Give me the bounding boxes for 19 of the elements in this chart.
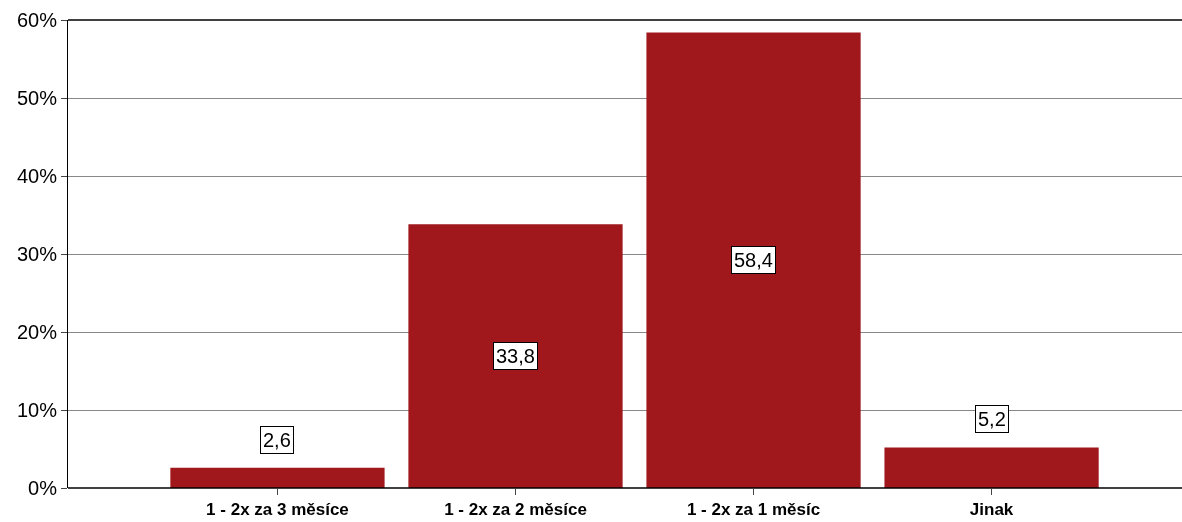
data-label: 33,8 [496,345,535,367]
bar [646,32,861,488]
y-tick-label: 10% [16,399,58,421]
x-tick-label: 1 - 2x za 1 měsíc [686,500,821,520]
x-tick-label: 1 - 2x za 3 měsíce [206,500,349,520]
x-tick-label: 1 - 2x za 2 měsíce [444,500,587,520]
bar [884,447,1099,488]
y-tick-label: 60% [16,9,58,31]
y-tick-label: 40% [16,165,58,187]
data-label: 58,4 [734,249,773,271]
data-label: 5,2 [978,408,1006,430]
y-tick-label: 30% [16,243,58,265]
x-tick-label: Jinak [969,500,1014,520]
data-label: 2,6 [263,429,291,451]
y-tick-label: 20% [16,321,58,343]
bar [408,224,623,488]
y-tick-label: 0% [28,477,58,499]
y-tick-label: 50% [16,87,58,109]
bar [170,467,385,488]
